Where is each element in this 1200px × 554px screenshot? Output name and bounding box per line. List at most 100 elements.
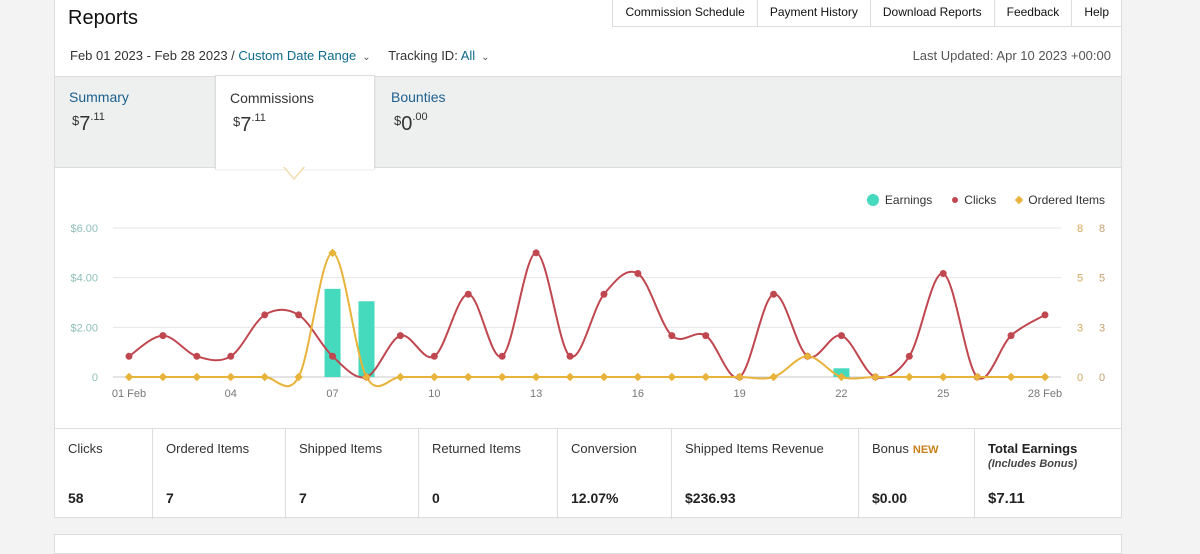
clicks-point [159, 332, 167, 340]
page-title: Reports [68, 7, 139, 29]
tracking-id-label: Tracking ID: [388, 48, 458, 63]
ordered-items-point [938, 372, 948, 382]
tab-bounties-amount: $0.00 [394, 111, 428, 135]
legend-earnings[interactable]: Earnings [866, 193, 933, 207]
stat-label: Shipped Items Revenue [685, 441, 824, 456]
ordered-items-point [464, 372, 473, 382]
ordered-items-point [158, 372, 168, 382]
stat-value: $7.11 [988, 490, 1025, 507]
ordered-items-point [1006, 372, 1016, 382]
ordered-items-point [531, 372, 541, 382]
x-tick-label: 28 Feb [1028, 388, 1062, 400]
tab-summary-amount: $7.11 [72, 111, 105, 135]
x-tick-label: 16 [632, 388, 644, 400]
feedback-link[interactable]: Feedback [993, 0, 1072, 26]
clicks-point [396, 332, 404, 340]
clicks-point [498, 352, 506, 360]
y-left-tick-label: $2.00 [70, 322, 98, 334]
clicks-point [905, 352, 913, 360]
x-tick-label: 25 [937, 388, 949, 400]
ordered-swatch-icon [1015, 195, 1024, 205]
clicks-point [668, 332, 676, 340]
help-link[interactable]: Help [1071, 0, 1121, 26]
y-right-tick-label: 3 [1099, 322, 1105, 334]
download-reports-link[interactable]: Download Reports [869, 0, 994, 26]
stat-shipped-revenue: Shipped Items Revenue $236.93 [671, 429, 858, 519]
stat-value: 12.07% [571, 490, 619, 506]
custom-date-range-label: Custom Date Range [238, 48, 357, 63]
secondary-card [54, 534, 1122, 554]
y-right-tick-label: 5 [1099, 273, 1105, 285]
stat-value: 7 [166, 490, 174, 506]
new-badge: NEW [912, 444, 939, 456]
stat-total-earnings: Total Earnings (Includes Bonus) $7.11 [974, 429, 1121, 519]
ordered-items-point [871, 372, 880, 382]
x-tick-label: 22 [835, 388, 847, 400]
tab-bounties[interactable]: Bounties $0.00 [377, 77, 517, 167]
ordered-items-point [701, 372, 710, 382]
tab-summary[interactable]: Summary $7.11 [55, 77, 215, 167]
chart-legend: Earnings Clicks Ordered Items [866, 193, 1105, 207]
filter-bar: Feb 01 2023 - Feb 28 2023 / Custom Date … [70, 48, 490, 63]
ordered-items-point [294, 372, 303, 382]
payment-history-link[interactable]: Payment History [756, 0, 870, 26]
clicks-point [1007, 332, 1015, 340]
commission-schedule-link[interactable]: Commission Schedule [625, 5, 745, 19]
ordered-items-point [226, 372, 236, 382]
legend-clicks[interactable]: Clicks [952, 193, 996, 207]
ordered-items-point [396, 372, 405, 382]
ordered-items-point [972, 372, 982, 382]
legend-ordered-items[interactable]: Ordered Items [1015, 193, 1105, 207]
active-tab-pointer [283, 166, 305, 180]
stat-clicks: Clicks 58 [55, 429, 152, 519]
stat-label: Returned Items [432, 441, 521, 456]
clicks-point [295, 311, 303, 319]
x-tick-label: 19 [734, 388, 746, 400]
stat-ordered-items: Ordered Items 7 [152, 429, 285, 519]
stat-label: Clicks [68, 441, 103, 456]
stat-returned-items: Returned Items 0 [418, 429, 557, 519]
legend-clicks-label: Clicks [964, 193, 997, 207]
y-left-tick-label: $4.00 [70, 273, 98, 285]
y-right-tick-label: 0 [1077, 372, 1083, 384]
ordered-items-point [905, 372, 914, 382]
y-left-tick-label: 0 [92, 372, 98, 384]
earnings-bar [324, 288, 341, 377]
tracking-id-value: All [460, 48, 476, 63]
report-tabs: Summary $7.11 Commissions $7.11 Bounties… [55, 75, 1121, 169]
ordered-items-point [192, 372, 202, 382]
x-tick-label: 01 Feb [112, 388, 146, 400]
stat-label: Ordered Items [166, 441, 250, 456]
clicks-point [227, 352, 235, 360]
tracking-id-dropdown[interactable]: Tracking ID: All ⌄ [388, 48, 489, 63]
x-tick-label: 07 [326, 388, 338, 400]
earnings-bar [833, 368, 850, 377]
clicks-point [261, 311, 269, 319]
ordered-items-point [1040, 372, 1050, 382]
stat-label: Conversion [571, 441, 637, 456]
tab-commissions[interactable]: Commissions $7.11 [215, 75, 375, 169]
ordered-items-point [837, 372, 846, 382]
clicks-point [600, 290, 608, 298]
tab-summary-label: Summary [69, 89, 129, 105]
clicks-point [702, 332, 710, 340]
clicks-point [837, 332, 845, 340]
ordered-items-line [129, 251, 1045, 388]
stat-conversion: Conversion 12.07% [557, 429, 671, 519]
clicks-point [770, 290, 778, 298]
stat-value: 0 [432, 490, 440, 506]
tab-bounties-label: Bounties [391, 89, 446, 105]
ordered-items-point [735, 372, 744, 382]
stat-bonus: Bonus NEW $0.00 [858, 429, 974, 519]
stats-bar: Clicks 58 Ordered Items 7 Shipped Items … [55, 428, 1121, 519]
stat-label: Bonus NEW [872, 441, 939, 456]
custom-date-range-dropdown[interactable]: Custom Date Range ⌄ [238, 48, 370, 63]
earnings-swatch-icon [866, 194, 879, 206]
tab-commissions-label: Commissions [230, 90, 315, 106]
stat-value: $236.93 [685, 490, 736, 506]
stat-value: $0.00 [872, 490, 908, 506]
legend-earnings-label: Earnings [884, 193, 933, 207]
y-right-tick-label: 5 [1077, 273, 1083, 285]
x-tick-label: 04 [225, 388, 237, 400]
ordered-items-point [328, 248, 337, 258]
